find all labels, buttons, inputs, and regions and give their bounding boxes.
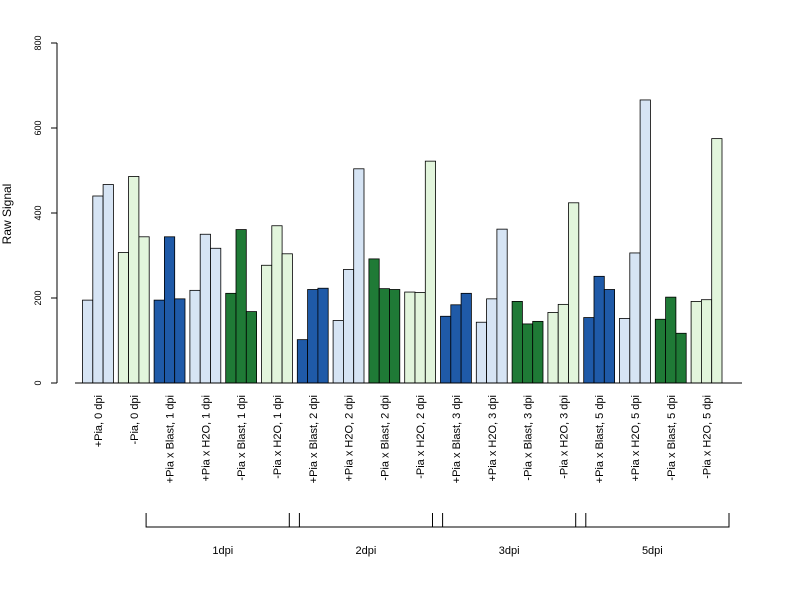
bar	[342, 269, 355, 384]
bar	[619, 317, 631, 384]
y-tick-label: 800	[33, 35, 43, 50]
bar	[163, 236, 176, 384]
bar	[440, 315, 452, 384]
bar	[174, 298, 186, 384]
y-axis-label: Raw Signal	[0, 184, 14, 245]
bar	[353, 168, 365, 384]
bar	[496, 228, 508, 384]
bar	[102, 184, 114, 384]
bar	[557, 303, 569, 384]
bar	[475, 321, 487, 384]
bar	[404, 291, 416, 384]
group-bracket	[288, 513, 444, 528]
bar	[424, 160, 436, 384]
bar	[317, 287, 329, 384]
bar	[460, 292, 472, 384]
x-tick-label: +Pia x H2O, 2 dpi	[344, 395, 356, 482]
bar	[675, 332, 687, 384]
bar	[271, 225, 283, 384]
x-tick-label: +Pia x Blast, 2 dpi	[308, 395, 320, 483]
bar	[389, 289, 401, 384]
bar	[261, 264, 273, 384]
bar	[486, 298, 498, 384]
group-label: 1dpi	[212, 545, 233, 557]
bar	[511, 300, 523, 384]
y-axis: 0 200 400 600 800	[33, 35, 58, 386]
bar	[568, 202, 580, 384]
bar	[603, 289, 615, 384]
x-tick-label: -Pia x H2O, 1 dpi	[272, 395, 284, 479]
x-tick-label: -Pia x Blast, 2 dpi	[379, 395, 391, 481]
x-tick-label: -Pia x H2O, 2 dpi	[415, 395, 427, 479]
group-label: 2dpi	[356, 545, 377, 557]
x-tick-label: -Pia x Blast, 3 dpi	[523, 395, 535, 481]
bar	[138, 236, 150, 384]
bar	[332, 320, 344, 384]
y-tick-label: 200	[33, 290, 43, 305]
bar	[690, 300, 702, 384]
x-tick-label: +Pia x H2O, 1 dpi	[200, 395, 212, 482]
y-tick-label: 400	[33, 205, 43, 220]
bar	[281, 253, 293, 384]
bar	[414, 292, 426, 384]
y-tick-label: 600	[33, 120, 43, 135]
y-tick-label: 0	[33, 380, 43, 385]
bars	[82, 99, 723, 384]
bar	[82, 299, 94, 384]
bar	[522, 323, 534, 384]
bar	[128, 176, 140, 384]
bar	[210, 247, 222, 384]
bar	[307, 289, 319, 384]
x-tick-label: -Pia x Blast, 1 dpi	[236, 395, 248, 481]
bar	[92, 195, 104, 384]
bar	[189, 289, 201, 384]
bar	[593, 275, 605, 384]
bar	[296, 339, 308, 384]
x-tick-label: -Pia x H2O, 5 dpi	[702, 395, 714, 479]
x-axis: +Pia, 0 dpi -Pia, 0 dpi +Pia x Blast, 1 dp…	[75, 382, 742, 483]
x-tick-label: -Pia, 0 dpi	[129, 395, 141, 445]
bar	[639, 99, 651, 384]
x-tick-label: -Pia x Blast, 5 dpi	[666, 395, 678, 481]
group-brackets: 1dpi 2dpi 3dpi 5dpi	[145, 513, 730, 557]
x-tick-label: +Pia x H2O, 5 dpi	[630, 395, 642, 482]
bar	[153, 299, 165, 384]
group-bracket	[432, 513, 587, 528]
x-tick-label: -Pia x H2O, 3 dpi	[558, 395, 570, 479]
group-label: 5dpi	[642, 545, 663, 557]
bar	[378, 288, 390, 384]
group-label: 3dpi	[499, 545, 520, 557]
x-tick-label: +Pia x Blast, 3 dpi	[451, 395, 463, 483]
x-tick-label: +Pia x H2O, 3 dpi	[487, 395, 499, 482]
bar	[583, 317, 595, 384]
bar	[547, 312, 559, 384]
bar	[450, 304, 462, 384]
bar	[225, 292, 237, 384]
bar	[654, 318, 666, 384]
group-bracket	[575, 513, 730, 528]
bar	[368, 258, 380, 384]
x-tick-label: +Pia x Blast, 1 dpi	[165, 395, 177, 483]
bar	[701, 299, 713, 384]
bar	[532, 320, 544, 384]
bar	[199, 233, 211, 384]
bar	[235, 229, 247, 384]
bar	[245, 311, 258, 384]
x-tick-label: +Pia, 0 dpi	[93, 395, 105, 447]
bar	[629, 252, 641, 384]
group-bracket	[145, 513, 300, 528]
bar	[711, 138, 723, 384]
x-tick-label: +Pia x Blast, 5 dpi	[594, 395, 606, 483]
bar	[665, 296, 677, 384]
bar	[117, 252, 130, 384]
